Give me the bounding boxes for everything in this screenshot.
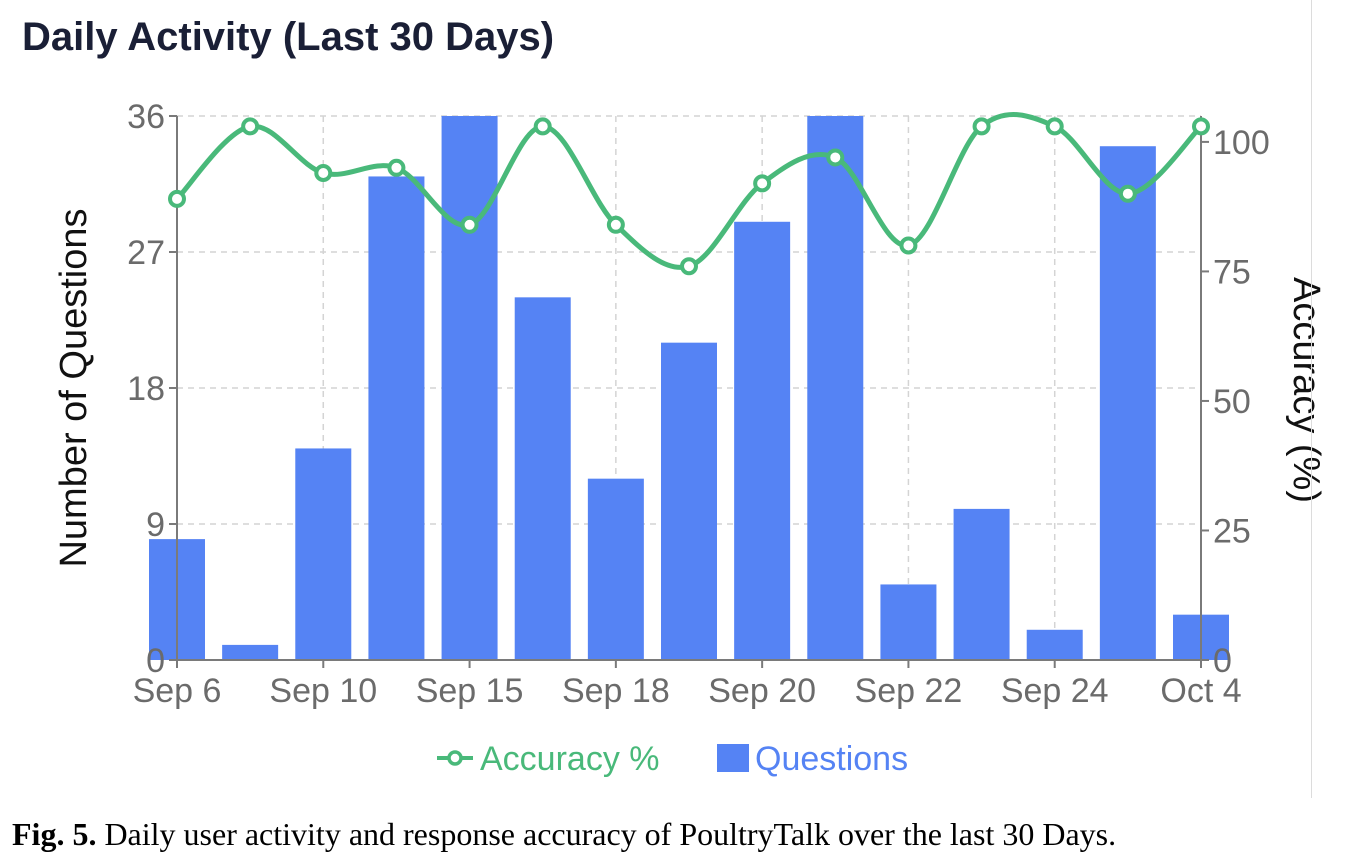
accuracy-point: [1192, 117, 1210, 136]
bar: [295, 448, 352, 660]
accuracy-point: [168, 189, 186, 208]
accuracy-point: [826, 148, 845, 167]
legend-questions-label: Questions: [755, 740, 908, 778]
legend-accuracy-label: Accuracy %: [480, 740, 660, 778]
accuracy-point: [387, 158, 406, 177]
accuracy-point: [533, 117, 552, 136]
x-tick-label: Sep 22: [855, 672, 963, 710]
accuracy-point: [1118, 184, 1137, 203]
x-tick-label: Sep 15: [416, 672, 524, 710]
bar: [587, 478, 644, 660]
chart: Daily Activity (Last 30 Days) 0 9 18 27 36 0 2…: [22, 15, 1327, 778]
y2-tick-label: 25: [1213, 512, 1251, 550]
bar: [734, 221, 791, 660]
ticks: 0 9 18 27 36 0 25 50 75 100 Sep 6 Sep 10 Sep 15 Sep 1…: [127, 98, 1270, 710]
bars: [149, 116, 1229, 660]
bar: [514, 297, 571, 660]
x-tick-label: Sep 6: [133, 672, 222, 710]
y-tick-label: 27: [127, 234, 165, 272]
accuracy-point: [680, 257, 698, 276]
x-tick-label: Sep 20: [708, 672, 816, 710]
y2-tick-label: 0: [1213, 642, 1232, 680]
accuracy-point: [314, 163, 333, 182]
y2-axis-title: Accuracy (%): [1285, 277, 1327, 503]
y2-tick-label: 100: [1213, 124, 1270, 162]
accuracy-point: [899, 236, 918, 255]
y-tick-label: 0: [146, 642, 165, 680]
bar: [222, 644, 279, 660]
bar: [807, 116, 864, 660]
accuracy-line: [168, 112, 1210, 276]
bar: [880, 584, 937, 660]
bar: [441, 116, 498, 660]
y2-tick-label: 75: [1213, 253, 1251, 291]
accuracy-line-path: [174, 112, 1204, 270]
accuracy-point: [241, 117, 260, 136]
y-axis-title: Number of Questions: [53, 208, 95, 567]
accuracy-point: [753, 174, 772, 193]
caption-label: Fig. 5.: [12, 816, 97, 852]
legend-accuracy-swatch-point: [447, 750, 463, 766]
y-tick-label: 18: [127, 370, 165, 408]
legend-questions-swatch: [717, 744, 749, 772]
bar: [953, 508, 1010, 660]
y2-tick-label: 50: [1213, 383, 1251, 421]
accuracy-point: [606, 215, 625, 234]
caption-text: Daily user activity and response accurac…: [96, 816, 1117, 852]
accuracy-point: [972, 117, 991, 136]
x-tick-label: Sep 10: [269, 672, 377, 710]
accuracy-point: [1045, 117, 1064, 136]
bar: [368, 176, 425, 660]
bar: [1026, 629, 1083, 660]
x-tick-label: Sep 18: [562, 672, 670, 710]
accuracy-point: [460, 215, 479, 234]
x-tick-label: Oct 4: [1160, 672, 1241, 710]
legend: Accuracy % Questions: [437, 740, 908, 778]
side-rule: [1311, 0, 1312, 798]
bar: [661, 342, 717, 660]
chart-title: Daily Activity (Last 30 Days): [22, 15, 554, 59]
y-tick-label: 9: [146, 506, 165, 544]
bar: [1099, 146, 1156, 660]
figure-caption: Fig. 5. Daily user activity and response…: [12, 816, 1116, 853]
y-tick-label: 36: [127, 98, 165, 136]
x-tick-label: Sep 24: [1001, 672, 1109, 710]
